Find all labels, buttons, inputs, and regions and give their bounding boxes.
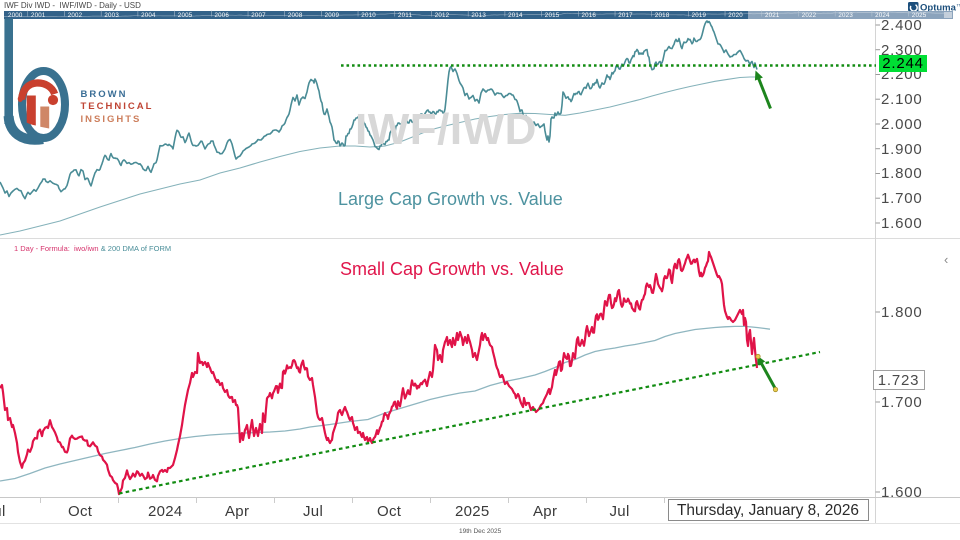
svg-text:TM: TM	[957, 3, 960, 8]
svg-text:Optuma: Optuma	[920, 3, 957, 13]
